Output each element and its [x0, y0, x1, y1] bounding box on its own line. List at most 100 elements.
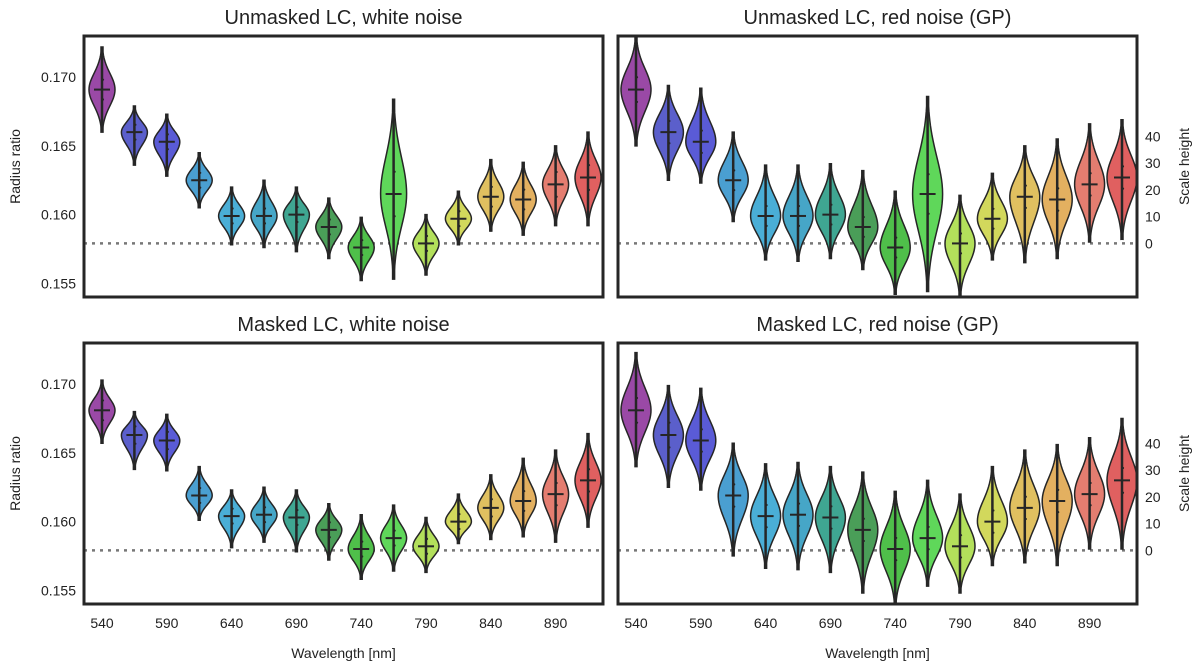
- scale-height-tick-label: 30: [1145, 462, 1161, 478]
- quartile-dot: [555, 195, 558, 198]
- quartile-dot: [765, 526, 768, 529]
- x-tick-label: 640: [220, 615, 244, 631]
- quartile-dot: [635, 100, 639, 104]
- quartile-dot: [425, 249, 429, 252]
- x-tick-label: 540: [624, 615, 648, 631]
- panel-4: Masked LC, red noise (GP) 0 10 20 30 40 Scale …: [616, 314, 1192, 661]
- quartile-dot: [1089, 194, 1092, 197]
- quartile-dot: [231, 207, 234, 210]
- x-tick-label: 640: [754, 615, 778, 631]
- quartile-dot: [490, 205, 493, 208]
- quartile-dot: [668, 446, 671, 449]
- quartile-dot: [166, 133, 169, 136]
- quartile-dot: [361, 253, 364, 257]
- panel-title: Masked LC, red noise (GP): [756, 314, 998, 336]
- quartile-dot: [668, 119, 671, 123]
- quartile-dot: [587, 188, 591, 191]
- y-tick-label: 0.170: [41, 376, 76, 392]
- quartile-dot: [959, 556, 963, 559]
- quartile-dot: [263, 506, 267, 509]
- quartile-dot: [1057, 511, 1060, 514]
- quartile-dot: [134, 123, 137, 126]
- quartile-dot: [765, 204, 768, 208]
- quartile-dot: [668, 421, 671, 424]
- quartile-dot: [1121, 491, 1125, 494]
- quartile-dot: [523, 188, 526, 191]
- scale-height-tick-label: 20: [1145, 182, 1161, 198]
- quartile-dot: [1024, 184, 1027, 187]
- quartile-dot: [733, 169, 736, 172]
- scale-height-tick-label: 0: [1145, 235, 1153, 251]
- quartile-dot: [927, 548, 930, 551]
- quartile-dot: [425, 552, 429, 555]
- quartile-dot: [895, 536, 898, 540]
- quartile-dot: [134, 442, 137, 445]
- quartile-dot: [700, 151, 703, 155]
- x-axis-label: Wavelength [nm]: [825, 645, 930, 661]
- x-tick-label: 840: [479, 615, 503, 631]
- quartile-dot: [587, 468, 591, 471]
- x-tick-label: 890: [544, 615, 568, 631]
- panel-1: Unmasked LC, white noise 0.155 0.160 0.165 0…: [7, 7, 605, 299]
- quartile-dot: [895, 559, 898, 562]
- quartile-dot: [328, 521, 331, 524]
- quartile-dot: [523, 509, 526, 512]
- quartile-dot: [992, 227, 995, 230]
- scale-height-tick-label: 10: [1145, 516, 1161, 532]
- scale-height-tick-label: 20: [1145, 489, 1161, 505]
- quartile-dot: [959, 534, 963, 537]
- quartile-dot: [523, 208, 526, 211]
- quartile-dot: [830, 203, 833, 206]
- panel-3: Masked LC, white noise 0.155 0.160 0.165 0.1…: [7, 314, 605, 661]
- quartile-dot: [166, 430, 169, 433]
- quartile-dot: [1089, 172, 1092, 175]
- quartile-dot: [458, 527, 461, 531]
- panel-frame: [82, 34, 605, 299]
- y-tick-label: 0.165: [41, 138, 76, 154]
- quartile-dot: [555, 481, 558, 485]
- quartile-dot: [361, 555, 364, 558]
- quartile-dot: [830, 527, 833, 530]
- quartile-dot: [393, 544, 396, 547]
- quartile-dot: [231, 507, 234, 510]
- quartile-dot: [1089, 504, 1092, 507]
- x-tick-label: 740: [350, 615, 374, 631]
- quartile-dot: [700, 428, 703, 431]
- quartile-dot: [134, 425, 137, 428]
- quartile-dot: [296, 206, 299, 209]
- quartile-dot: [733, 505, 736, 508]
- quartile-dot: [927, 212, 930, 215]
- quartile-dot: [393, 170, 396, 173]
- x-tick-label: 790: [414, 615, 438, 631]
- quartile-dot: [166, 148, 169, 151]
- quartile-dot: [1024, 495, 1027, 498]
- quartile-dot: [555, 504, 558, 507]
- right-axis-label: Scale height: [1176, 128, 1192, 205]
- y-tick-label: 0.165: [41, 445, 76, 461]
- y-axis-label: Radius ratio: [7, 129, 23, 204]
- quartile-dot: [797, 502, 801, 505]
- quartile-dot: [733, 483, 736, 486]
- quartile-dot: [1089, 481, 1092, 485]
- quartile-dot: [328, 218, 331, 221]
- quartile-dot: [700, 129, 703, 132]
- panel-frame: [616, 341, 1139, 606]
- quartile-dot: [458, 513, 461, 516]
- quartile-dot: [361, 540, 364, 543]
- quartile-dot: [393, 215, 396, 218]
- scale-height-tick-label: 0: [1145, 542, 1153, 558]
- quartile-dot: [635, 421, 639, 424]
- panel-2: Unmasked LC, red noise (GP) 0 10 20 30 40 Scal…: [616, 7, 1192, 299]
- quartile-dot: [296, 523, 299, 526]
- quartile-dot: [296, 220, 299, 224]
- quartile-dot: [765, 503, 768, 507]
- scale-height-tick-label: 40: [1145, 128, 1161, 144]
- quartile-dot: [166, 448, 169, 451]
- x-axis-label: Wavelength [nm]: [291, 645, 396, 661]
- panel-title: Unmasked LC, red noise (GP): [744, 7, 1012, 29]
- y-tick-label: 0.155: [41, 582, 76, 598]
- quartile-dot: [199, 171, 202, 174]
- quartile-dot: [199, 486, 202, 490]
- quartile-dot: [490, 185, 493, 188]
- quartile-dot: [425, 234, 429, 238]
